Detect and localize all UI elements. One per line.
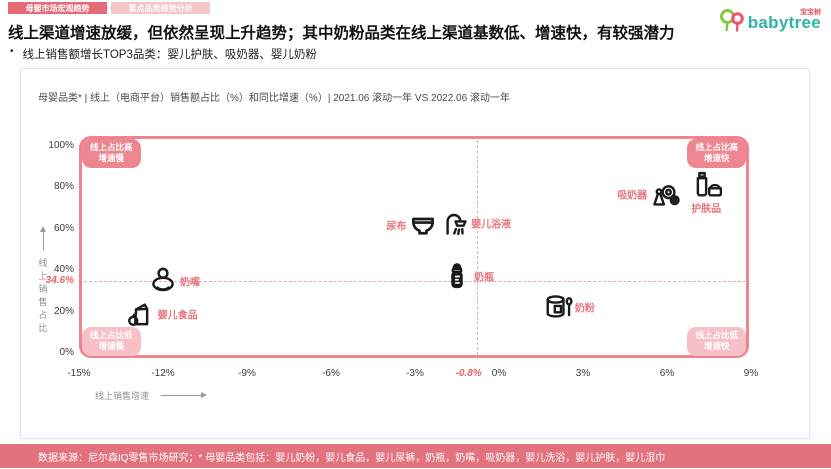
- x-tick: 0%: [491, 368, 507, 379]
- mean-share-line: [84, 281, 746, 283]
- y-axis-title: 线上销售占比: [36, 226, 50, 335]
- y-tick-mean-value: 34.6%: [45, 275, 74, 287]
- quadrant-label-top-left: 线上占比高 增速慢: [82, 139, 141, 168]
- babytree-tree-icon: [718, 7, 745, 39]
- x-tick: -9%: [238, 368, 256, 379]
- category-label: 婴儿浴液: [471, 219, 512, 231]
- mean-growth-line: [476, 140, 478, 355]
- tab-key-category-analysis[interactable]: 重点品类趋势分析: [111, 2, 210, 14]
- category-label: 护肤品: [691, 204, 722, 216]
- skincare-icon: [690, 167, 723, 199]
- x-tick: 9%: [743, 368, 759, 379]
- page-title: 线上渠道增速放缓，但依然呈现上升趋势；其中奶粉品类在线上渠道基数低、增速快，有较…: [8, 25, 675, 42]
- category-label: 吸奶器: [617, 190, 648, 202]
- y-tick: 80%: [53, 181, 74, 193]
- x-tick: -6%: [322, 368, 340, 379]
- babytree-logo: babytree 宝宝树: [718, 7, 821, 39]
- x-axis-arrow-icon: [161, 392, 208, 398]
- quadrant-label-bottom-right: 线上占比低 增速快: [687, 327, 746, 356]
- footer-bar: 数据来源：尼尔森IQ零售市场研究；* 母婴品类包括：婴儿奶粉，婴儿食品，婴儿尿裤…: [0, 444, 831, 468]
- data-source-note: 数据来源：尼尔森IQ零售市场研究；* 母婴品类包括：婴儿奶粉，婴儿食品，婴儿尿裤…: [38, 452, 666, 464]
- quadrant-label-bottom-left: 线上占比低 增速慢: [82, 327, 141, 356]
- y-axis-arrow-icon: [39, 226, 46, 250]
- chart-card: [20, 68, 810, 439]
- breast-pump-icon: [648, 178, 680, 210]
- plot-area: [79, 136, 749, 358]
- data-point-baby-food: 婴儿食品: [125, 298, 198, 330]
- x-tick: 6%: [659, 368, 675, 379]
- x-tick: -15%: [67, 368, 91, 379]
- data-point-diaper: 尿布: [386, 209, 439, 241]
- x-axis-title: 线上销售增速: [95, 389, 208, 402]
- shower-icon: [438, 207, 470, 239]
- y-tick: 40%: [53, 264, 74, 276]
- data-point-baby-bottle: 奶瓶: [441, 260, 494, 292]
- x-tick-mean-value: -0.8%: [455, 368, 482, 379]
- y-tick: 0%: [59, 347, 74, 358]
- data-point-milk-powder: 奶粉: [542, 291, 595, 323]
- quadrant-label-top-right: 线上占比高 增速快: [687, 139, 746, 168]
- category-label: 尿布: [386, 221, 407, 233]
- data-point-skincare: 护肤品: [690, 167, 723, 215]
- x-axis-label: 线上销售增速: [95, 391, 150, 401]
- y-tick: 20%: [53, 305, 74, 317]
- baby-bottle-icon: [441, 260, 473, 292]
- brand-name: babytree: [747, 13, 821, 32]
- category-label: 奶嘴: [180, 277, 200, 289]
- milk-powder-icon: [542, 291, 574, 323]
- tab-market-macro-trend[interactable]: 母婴市场宏观趋势: [8, 2, 107, 14]
- key-finding-bullet: 线上销售额增长TOP3品类：婴儿护肤、吸奶器、婴儿奶粉: [10, 46, 317, 62]
- data-point-pacifier: 奶嘴: [147, 265, 200, 297]
- baby-food-icon: [125, 298, 157, 330]
- x-tick: -12%: [151, 368, 175, 379]
- y-axis-label: 线上销售占比: [38, 258, 48, 334]
- category-label: 奶粉: [574, 303, 595, 315]
- category-label: 奶瓶: [474, 272, 494, 284]
- y-tick: 100%: [48, 140, 74, 151]
- x-tick: 3%: [575, 368, 591, 379]
- diaper-icon: [407, 209, 439, 241]
- y-tick: 60%: [53, 222, 74, 234]
- x-tick: -3%: [406, 368, 424, 379]
- chart-subtitle: 母婴品类* | 线上（电商平台）销售额占比（%）和同比增速（%）| 2021.0…: [38, 93, 510, 104]
- brand-name-chinese: 宝宝树: [800, 9, 821, 16]
- pacifier-icon: [147, 265, 179, 297]
- data-point-breast-pump: 吸奶器: [617, 178, 680, 210]
- data-point-shower: 婴儿浴液: [438, 207, 511, 239]
- category-label: 婴儿食品: [157, 310, 198, 322]
